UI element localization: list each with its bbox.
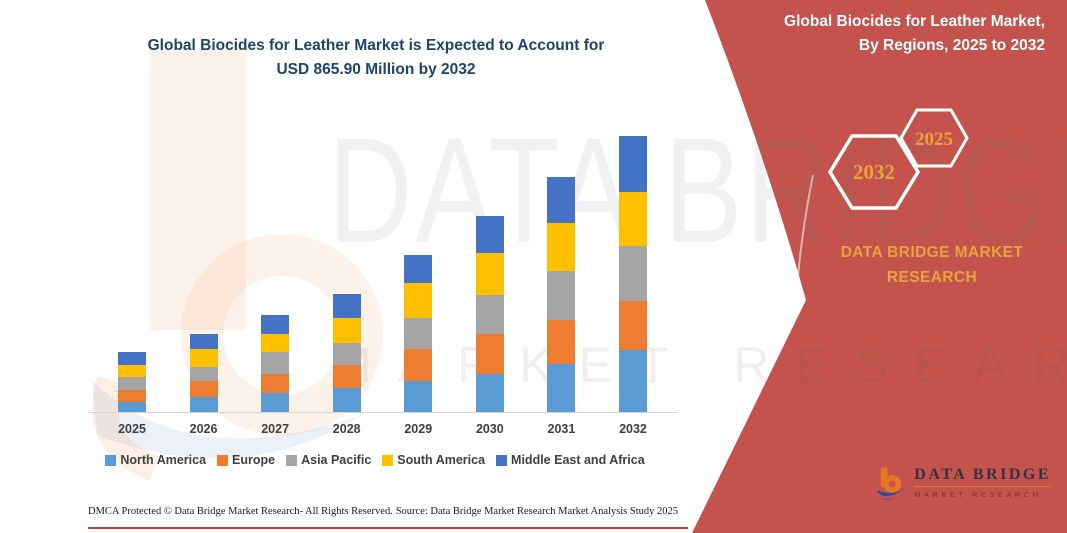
footer-divider-line	[88, 527, 688, 529]
sidebar-title: Global Biocides for Leather Market, By R…	[715, 10, 1045, 58]
bar-segment-middle-east-and-africa	[332, 293, 361, 319]
legend-item: Middle East and Africa	[496, 453, 645, 467]
bar-segment-asia-pacific	[118, 377, 146, 391]
x-axis-label: 2026	[189, 422, 218, 436]
legend-label: Middle East and Africa	[511, 453, 645, 467]
x-axis-label: 2031	[547, 422, 576, 436]
x-axis-label: 2025	[118, 422, 146, 436]
bar-segment-europe	[189, 381, 218, 398]
bar-segment-middle-east-and-africa	[618, 136, 647, 192]
red-panel-shape	[692, 0, 1067, 533]
legend-item: Asia Pacific	[286, 453, 371, 467]
chart-title-line2: USD 865.90 Million by 2032	[276, 61, 476, 79]
bar-segment-asia-pacific	[332, 342, 361, 365]
chart-legend: North America Europe Asia Pacific South Ame…	[50, 453, 700, 467]
chart-title: Global Biocides for Leather Market is Ex…	[60, 34, 692, 82]
brand-name: DATA BRIDGE MARKET RESEARCH	[818, 241, 1046, 291]
legend-marker-icon	[382, 454, 394, 466]
bar-segment-north-america	[189, 397, 218, 412]
x-axis-label: 2029	[404, 422, 433, 436]
dbmr-logo-mark-icon	[876, 467, 906, 500]
sidebar-title-line1: Global Biocides for Leather Market,	[784, 13, 1045, 30]
x-axis-label: 2028	[332, 422, 361, 436]
bar-segment-europe	[618, 300, 647, 350]
bar-segment-europe	[475, 333, 504, 374]
brand-line1: DATA BRIDGE MARKET	[840, 244, 1024, 261]
bar-segment-north-america	[618, 349, 647, 412]
bar-segment-asia-pacific	[404, 317, 433, 350]
bar-segment-north-america	[404, 381, 433, 412]
bar-segment-north-america	[118, 402, 146, 412]
bar-segment-south-america	[261, 334, 290, 353]
bar-segment-asia-pacific	[189, 366, 218, 382]
legend-item: Europe	[217, 453, 275, 467]
dbmr-logo: DATA BRIDGE MARKET RESEARCH	[876, 458, 1051, 510]
bar-segment-south-america	[118, 365, 146, 378]
bar-segment-north-america	[547, 364, 576, 412]
forecast-hexagons: 2032 2025	[827, 108, 969, 210]
bar-segment-europe	[404, 349, 433, 382]
bar-segment-south-america	[547, 223, 576, 271]
legend-label: Asia Pacific	[301, 453, 372, 467]
bar-segment-europe	[547, 320, 576, 365]
bar-segment-north-america	[261, 392, 290, 412]
bar-segment-europe	[118, 390, 146, 403]
bar-segment-south-america	[475, 253, 504, 296]
hexagon-2032	[827, 134, 921, 210]
stacked-bar-plot	[88, 130, 678, 413]
bar-segment-south-america	[189, 349, 218, 367]
bar-segment-south-america	[332, 318, 361, 343]
hexagon-2032-label: 2032	[853, 160, 895, 184]
logo-title: DATA BRIDGE	[914, 466, 1051, 487]
legend-item: North America	[105, 453, 206, 467]
x-axis-label: 2027	[261, 422, 290, 436]
bar-segment-middle-east-and-africa	[475, 216, 504, 254]
x-axis-label: 2030	[475, 422, 504, 436]
x-axis-label: 2032	[619, 422, 647, 436]
legend-marker-icon	[496, 454, 508, 466]
legend-item: South America	[382, 453, 485, 467]
hexagon-2025-label: 2025	[915, 129, 953, 150]
white-arc-accent	[796, 174, 814, 289]
bar-segment-middle-east-and-africa	[404, 254, 433, 284]
source-note: Source: Data Bridge Market Research Mark…	[395, 506, 678, 517]
bar-segment-middle-east-and-africa	[261, 314, 290, 335]
legend-marker-icon	[105, 454, 117, 466]
bar-segment-europe	[332, 364, 361, 389]
bar-segment-south-america	[618, 191, 647, 246]
bar-segment-europe	[261, 373, 290, 393]
legend-label: South America	[397, 453, 486, 467]
sidebar-title-line2: By Regions, 2025 to 2032	[858, 37, 1045, 55]
bar-segment-middle-east-and-africa	[189, 333, 218, 350]
bar-segment-asia-pacific	[618, 245, 647, 301]
brand-line2: RESEARCH	[886, 268, 978, 286]
dmca-notice: DMCA Protected © Data Bridge Market Rese…	[88, 506, 393, 517]
legend-marker-icon	[286, 454, 298, 466]
bar-segment-north-america	[475, 373, 504, 412]
legend-label: Europe	[232, 453, 276, 467]
bar-segment-asia-pacific	[475, 295, 504, 334]
bar-segment-asia-pacific	[261, 352, 290, 374]
x-axis: 2025 2026 2027 2028 2029 2030 2031 2032	[88, 422, 678, 440]
bar-segment-asia-pacific	[547, 270, 576, 321]
logo-subtitle: MARKET RESEARCH	[914, 490, 1042, 499]
footer: DMCA Protected © Data Bridge Market Rese…	[88, 506, 678, 517]
legend-marker-icon	[217, 454, 229, 466]
hexagon-2025	[899, 108, 969, 168]
bar-segment-south-america	[404, 283, 433, 318]
bar-segment-middle-east-and-africa	[547, 176, 576, 223]
bar-segment-north-america	[332, 388, 361, 412]
chart-title-line1: Global Biocides for Leather Market is Ex…	[147, 37, 605, 54]
bar-segment-middle-east-and-africa	[118, 351, 146, 366]
legend-label: North America	[120, 453, 207, 467]
